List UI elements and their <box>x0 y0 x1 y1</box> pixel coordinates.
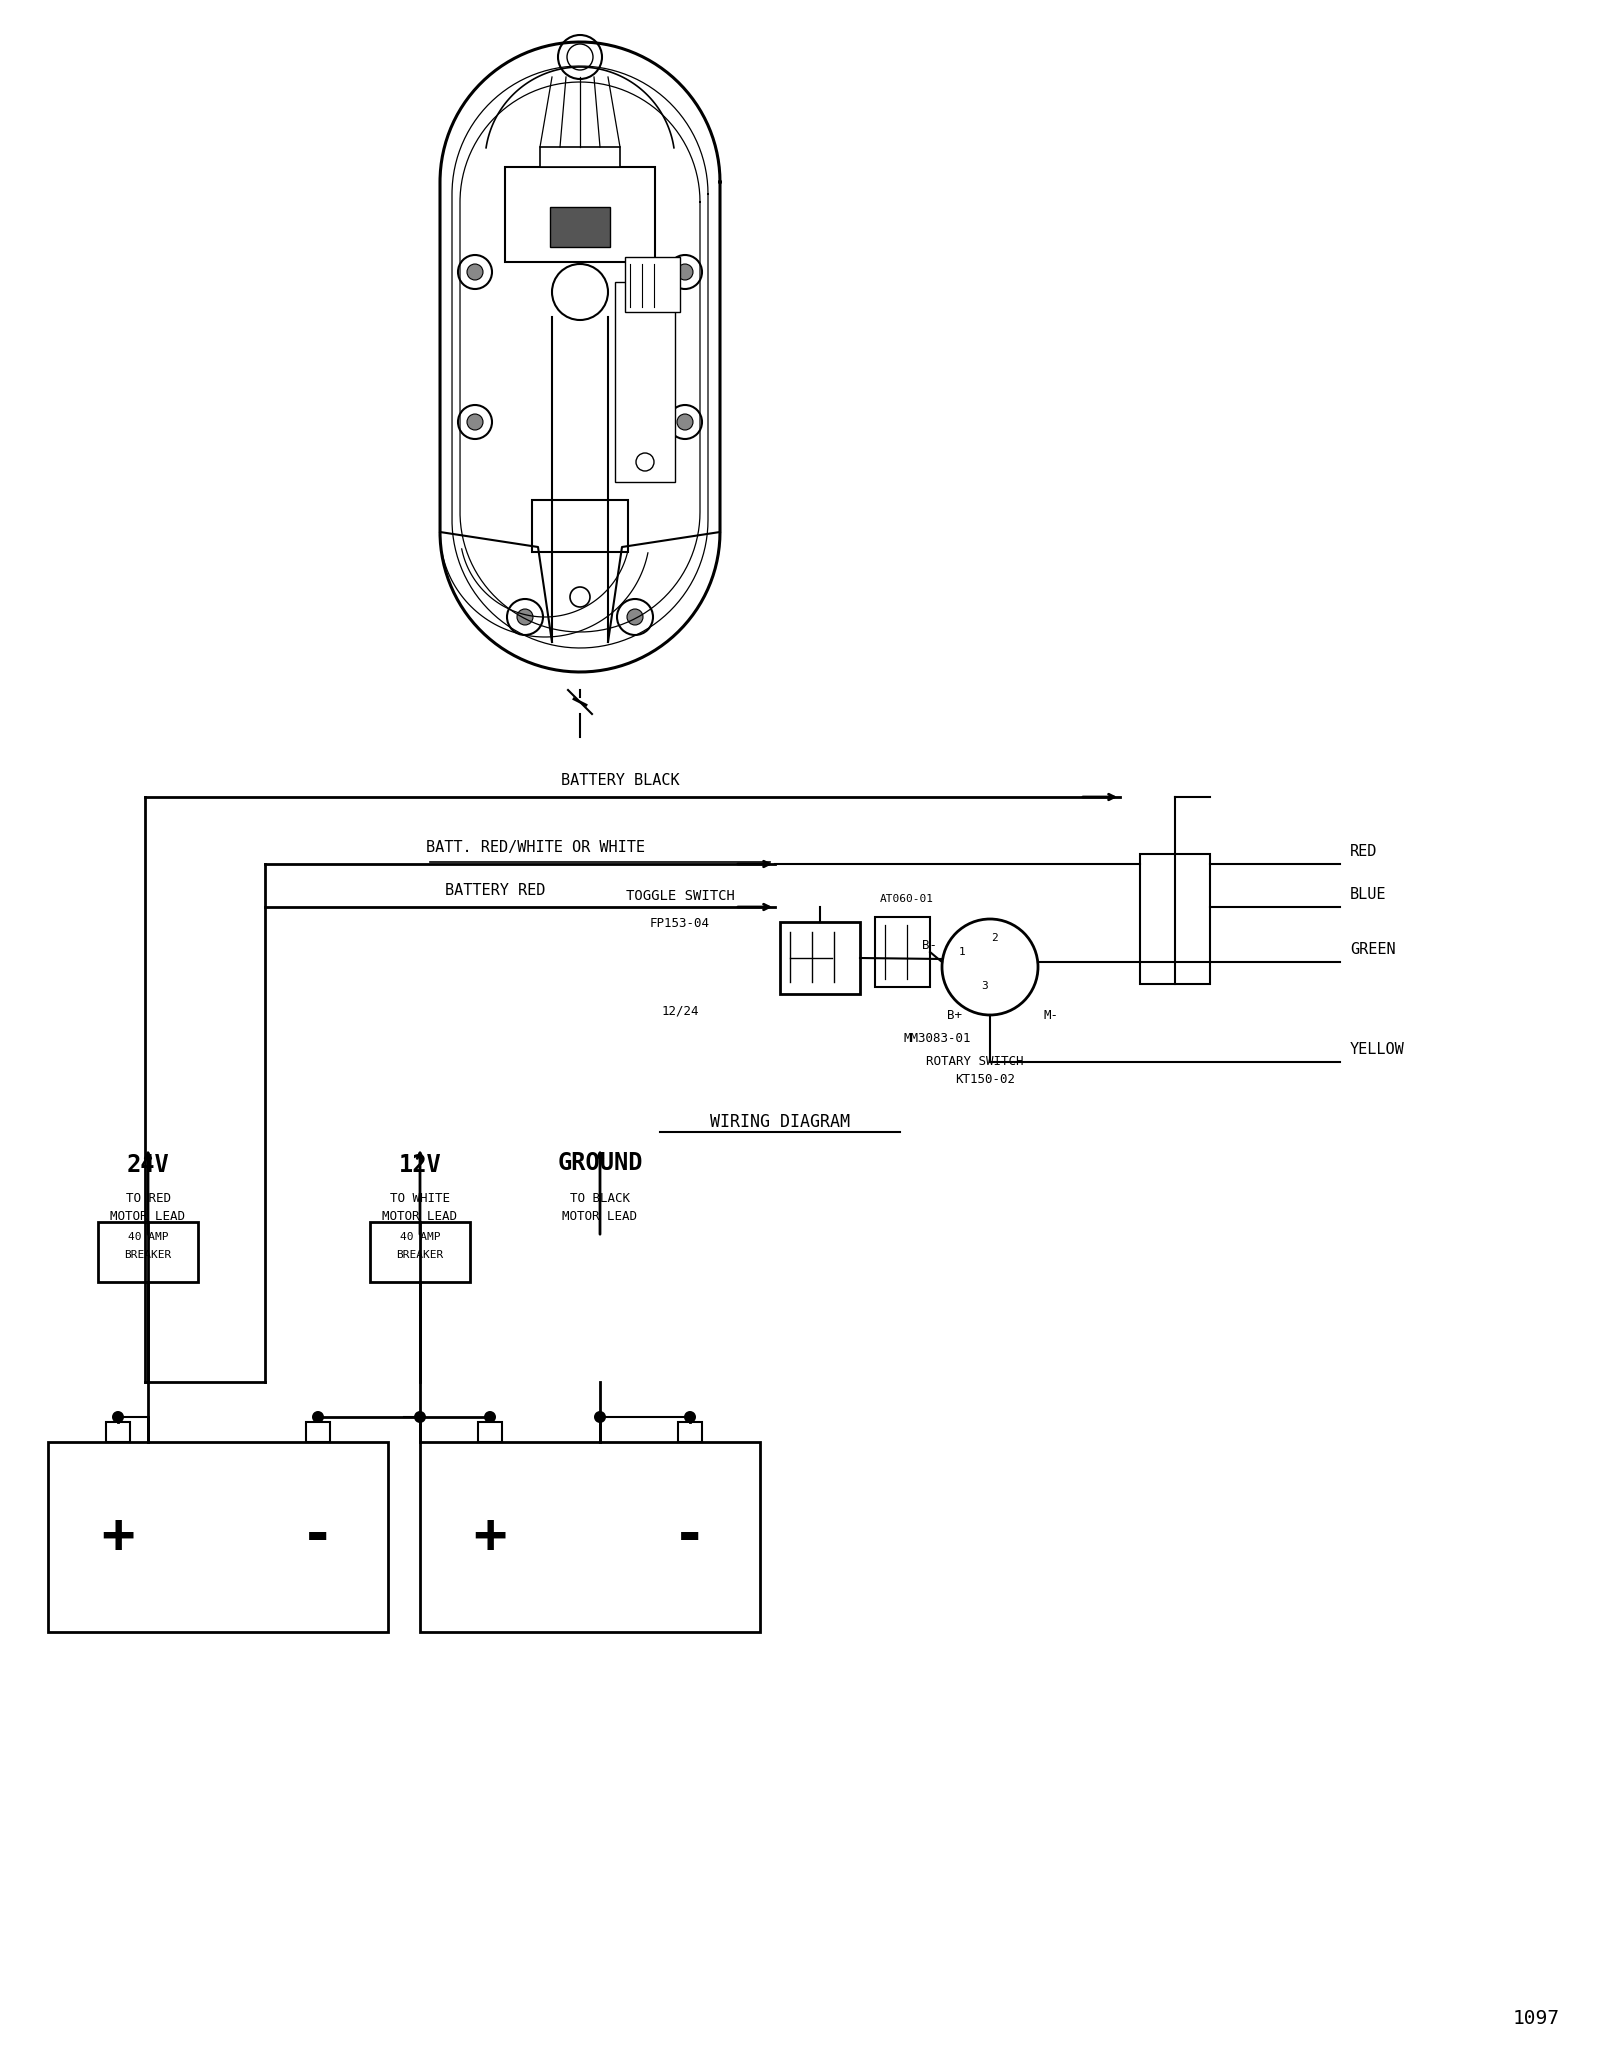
Text: GREEN: GREEN <box>1350 942 1395 957</box>
Text: FP153-04: FP153-04 <box>650 918 710 930</box>
Text: 12/24: 12/24 <box>661 1004 699 1017</box>
Text: BATTERY RED: BATTERY RED <box>445 883 546 897</box>
Text: AT060-01: AT060-01 <box>880 895 934 903</box>
Text: 2: 2 <box>992 932 998 942</box>
Bar <box>678 1423 702 1441</box>
Text: YELLOW: YELLOW <box>1350 1041 1405 1058</box>
Bar <box>531 499 627 553</box>
Circle shape <box>112 1410 125 1423</box>
Text: MM3083-01: MM3083-01 <box>904 1031 971 1045</box>
Circle shape <box>942 920 1038 1015</box>
Text: 1097: 1097 <box>1514 2008 1560 2029</box>
Bar <box>541 146 621 167</box>
Circle shape <box>627 608 643 625</box>
Text: B-: B- <box>922 938 938 953</box>
Circle shape <box>467 264 483 280</box>
Text: KT150-02: KT150-02 <box>955 1072 1014 1087</box>
Text: TO RED: TO RED <box>125 1192 171 1204</box>
Circle shape <box>677 264 693 280</box>
Text: 40 AMP: 40 AMP <box>400 1231 440 1241</box>
Text: +: + <box>474 1511 507 1563</box>
Text: 40 AMP: 40 AMP <box>128 1231 168 1241</box>
Bar <box>106 1423 130 1441</box>
Circle shape <box>467 414 483 431</box>
Text: 24V: 24V <box>126 1153 170 1177</box>
Text: M-: M- <box>1043 1008 1058 1023</box>
Text: TOGGLE SWITCH: TOGGLE SWITCH <box>626 889 734 903</box>
Text: B+: B+ <box>947 1008 962 1023</box>
Bar <box>626 258 680 311</box>
Circle shape <box>517 608 533 625</box>
Bar <box>48 1441 387 1631</box>
Text: +: + <box>101 1511 134 1563</box>
Text: MOTOR LEAD: MOTOR LEAD <box>110 1210 186 1223</box>
Bar <box>506 167 654 262</box>
Text: MOTOR LEAD: MOTOR LEAD <box>382 1210 458 1223</box>
Text: WIRING DIAGRAM: WIRING DIAGRAM <box>710 1113 850 1130</box>
Text: BATTERY BLACK: BATTERY BLACK <box>560 773 680 788</box>
Text: GROUND: GROUND <box>557 1151 643 1175</box>
Bar <box>478 1423 502 1441</box>
Text: BREAKER: BREAKER <box>397 1250 443 1260</box>
Text: TO WHITE: TO WHITE <box>390 1192 450 1204</box>
Circle shape <box>594 1410 606 1423</box>
Circle shape <box>312 1410 323 1423</box>
Circle shape <box>677 414 693 431</box>
Text: ROTARY SWITCH: ROTARY SWITCH <box>926 1056 1024 1068</box>
Text: 3: 3 <box>982 982 989 992</box>
Bar <box>875 918 930 988</box>
Text: -: - <box>301 1511 334 1563</box>
Text: BLUE: BLUE <box>1350 887 1387 901</box>
Bar <box>98 1223 198 1283</box>
Text: TO BLACK: TO BLACK <box>570 1192 630 1204</box>
Circle shape <box>483 1410 496 1423</box>
Bar <box>614 282 675 483</box>
Text: BATT. RED/WHITE OR WHITE: BATT. RED/WHITE OR WHITE <box>426 839 645 856</box>
Bar <box>550 206 610 247</box>
Text: 1: 1 <box>958 946 965 957</box>
Circle shape <box>414 1410 426 1423</box>
Bar <box>1139 854 1210 984</box>
Bar <box>419 1441 760 1631</box>
Text: -: - <box>674 1511 707 1563</box>
Text: MOTOR LEAD: MOTOR LEAD <box>563 1210 637 1223</box>
Bar <box>781 922 861 994</box>
Text: RED: RED <box>1350 843 1378 860</box>
Circle shape <box>685 1410 696 1423</box>
Text: BREAKER: BREAKER <box>125 1250 171 1260</box>
Text: 12V: 12V <box>398 1153 442 1177</box>
Bar <box>370 1223 470 1283</box>
Bar <box>306 1423 330 1441</box>
